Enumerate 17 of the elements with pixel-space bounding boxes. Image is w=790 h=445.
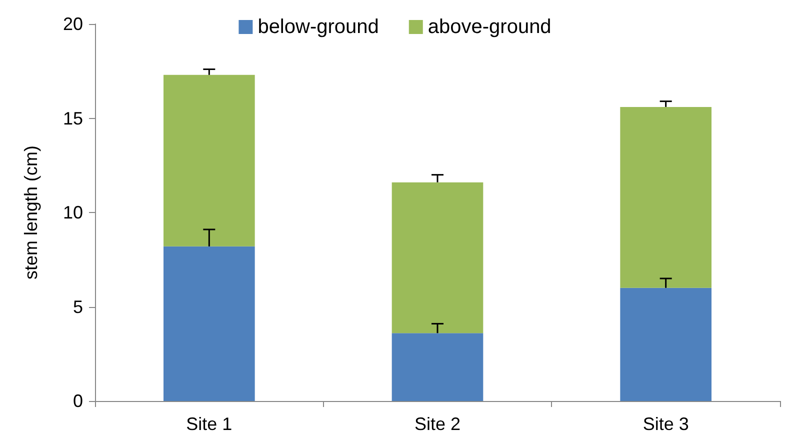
x-tick-label: Site 2 [414,414,461,434]
bar [392,182,484,334]
y-tick-label: 15 [62,108,83,128]
y-tick-label: 20 [62,14,83,34]
bar [164,246,255,401]
y-tick-label: 10 [62,202,83,222]
x-tick-label: Site 1 [186,414,232,434]
bar [620,106,712,288]
legend-label: below-ground [258,16,379,38]
y-tick-label: 0 [72,391,83,411]
bar [392,333,484,401]
y-tick-label: 5 [72,296,83,317]
bar [620,288,712,401]
y-axis-title: stem length (cm) [21,145,41,280]
x-tick-label: Site 3 [642,414,689,434]
legend-label: above-ground [428,16,552,38]
bar [164,74,255,246]
